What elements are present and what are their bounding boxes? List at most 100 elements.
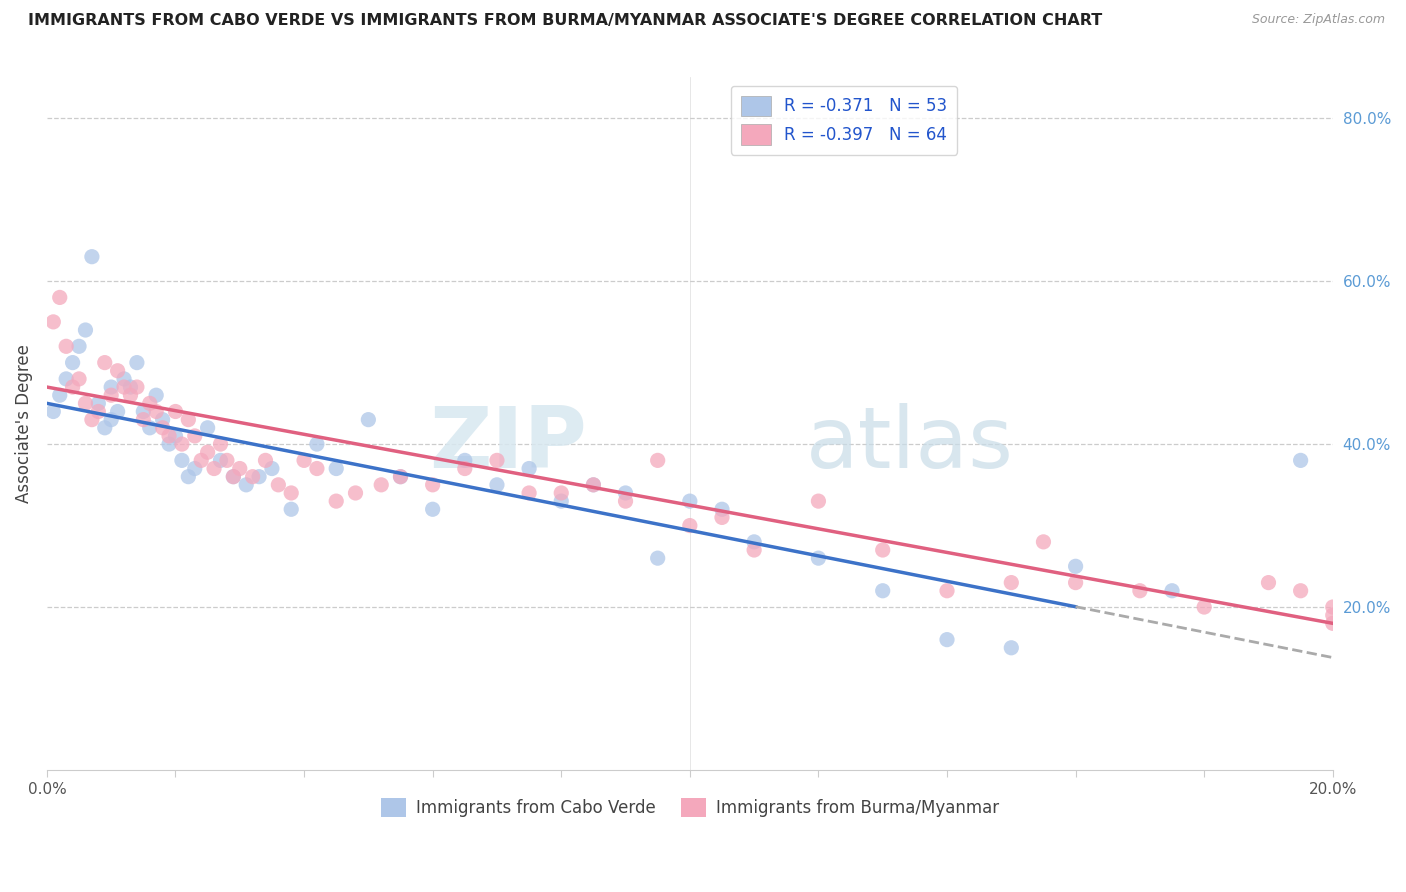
Point	[125, 380, 148, 394]
Point	[48, 388, 70, 402]
Point	[170, 453, 193, 467]
Point	[422, 478, 444, 492]
Point	[254, 453, 277, 467]
Point	[1000, 575, 1022, 590]
Point	[292, 453, 315, 467]
Point	[422, 502, 444, 516]
Point	[215, 453, 238, 467]
Point	[1322, 600, 1344, 615]
Point	[55, 339, 77, 353]
Point	[209, 453, 232, 467]
Point	[936, 583, 959, 598]
Point	[305, 461, 328, 475]
Point	[679, 518, 702, 533]
Point	[260, 461, 283, 475]
Point	[807, 494, 830, 508]
Point	[152, 421, 174, 435]
Point	[209, 437, 232, 451]
Point	[87, 396, 110, 410]
Point	[67, 372, 90, 386]
Point	[485, 453, 508, 467]
Point	[62, 380, 84, 394]
Point	[75, 323, 97, 337]
Point	[190, 453, 212, 467]
Point	[1289, 453, 1312, 467]
Point	[550, 494, 572, 508]
Point	[125, 356, 148, 370]
Point	[184, 429, 207, 443]
Point	[614, 494, 637, 508]
Text: IMMIGRANTS FROM CABO VERDE VS IMMIGRANTS FROM BURMA/MYANMAR ASSOCIATE'S DEGREE C: IMMIGRANTS FROM CABO VERDE VS IMMIGRANTS…	[28, 13, 1102, 29]
Point	[325, 494, 347, 508]
Point	[139, 396, 162, 410]
Point	[157, 437, 180, 451]
Point	[67, 339, 90, 353]
Point	[807, 551, 830, 566]
Point	[94, 421, 117, 435]
Point	[120, 388, 142, 402]
Point	[222, 469, 245, 483]
Point	[107, 364, 129, 378]
Point	[100, 412, 122, 426]
Point	[1161, 583, 1184, 598]
Point	[107, 404, 129, 418]
Point	[344, 486, 367, 500]
Point	[582, 478, 605, 492]
Point	[165, 429, 187, 443]
Text: atlas: atlas	[806, 403, 1014, 486]
Point	[247, 469, 270, 483]
Point	[55, 372, 77, 386]
Point	[647, 551, 669, 566]
Point	[62, 356, 84, 370]
Text: Source: ZipAtlas.com: Source: ZipAtlas.com	[1251, 13, 1385, 27]
Point	[305, 437, 328, 451]
Point	[170, 437, 193, 451]
Point	[1322, 616, 1344, 631]
Point	[94, 356, 117, 370]
Point	[229, 461, 252, 475]
Point	[152, 412, 174, 426]
Point	[42, 315, 65, 329]
Point	[267, 478, 290, 492]
Point	[370, 478, 392, 492]
Point	[647, 453, 669, 467]
Point	[1257, 575, 1279, 590]
Point	[222, 469, 245, 483]
Point	[42, 404, 65, 418]
Point	[184, 461, 207, 475]
Point	[1289, 583, 1312, 598]
Point	[100, 388, 122, 402]
Point	[197, 445, 219, 459]
Legend: Immigrants from Cabo Verde, Immigrants from Burma/Myanmar: Immigrants from Cabo Verde, Immigrants f…	[374, 791, 1005, 824]
Point	[242, 469, 264, 483]
Point	[1064, 559, 1087, 574]
Point	[325, 461, 347, 475]
Point	[1129, 583, 1152, 598]
Point	[75, 396, 97, 410]
Point	[132, 404, 155, 418]
Y-axis label: Associate's Degree: Associate's Degree	[15, 344, 32, 503]
Point	[48, 290, 70, 304]
Point	[177, 412, 200, 426]
Point	[145, 404, 167, 418]
Point	[454, 453, 477, 467]
Point	[177, 469, 200, 483]
Point	[80, 250, 103, 264]
Point	[517, 461, 540, 475]
Point	[389, 469, 412, 483]
Point	[80, 412, 103, 426]
Point	[1192, 600, 1215, 615]
Point	[280, 486, 302, 500]
Point	[936, 632, 959, 647]
Point	[710, 502, 733, 516]
Point	[87, 404, 110, 418]
Point	[235, 478, 257, 492]
Point	[1032, 534, 1054, 549]
Point	[100, 380, 122, 394]
Point	[679, 494, 702, 508]
Point	[157, 429, 180, 443]
Point	[165, 404, 187, 418]
Point	[1000, 640, 1022, 655]
Point	[710, 510, 733, 524]
Point	[550, 486, 572, 500]
